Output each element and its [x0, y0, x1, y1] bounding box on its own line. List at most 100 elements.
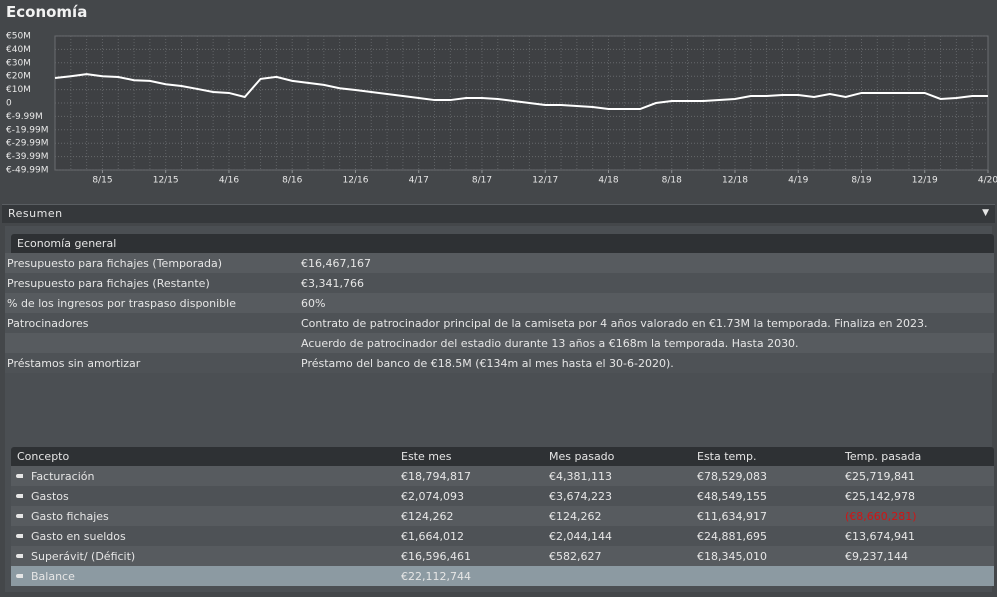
- info-label: Préstamos sin amortizar: [7, 357, 141, 370]
- row-label: Superávit/ (Déficit): [31, 550, 136, 563]
- row-label: Gastos: [31, 490, 69, 503]
- group-title: Economía general: [17, 237, 117, 250]
- table-row: Balance €22,112,744: [11, 566, 994, 586]
- x-tick-label: 12/19: [912, 176, 938, 186]
- section-title: Resumen: [8, 207, 63, 220]
- table-cell: €9,237,144: [845, 550, 908, 563]
- table-header: Concepto Este mes Mes pasado Esta temp. Temp…: [11, 447, 994, 466]
- info-row: % de los ingresos por traspaso disponibl…: [5, 293, 994, 313]
- row-icon: [16, 574, 23, 578]
- x-tick-label: 12/17: [532, 176, 558, 186]
- table-cell: (€8,660,281): [845, 510, 917, 523]
- table-row: Gasto fichajes €124,262 €124,262 €11,634,91…: [11, 506, 994, 526]
- table-cell: €3,674,223: [549, 490, 612, 503]
- table-cell: €2,074,093: [401, 490, 464, 503]
- x-tick-label: 12/16: [342, 176, 368, 186]
- table-cell: €78,529,083: [697, 470, 767, 483]
- table-cell: €22,112,744: [401, 570, 471, 583]
- table-row: Facturación €18,794,817 €4,381,113 €78,529,…: [11, 466, 994, 486]
- summary-panel: Economía general Presupuesto para fichaje…: [5, 226, 994, 592]
- info-label: Presupuesto para fichajes (Restante): [7, 277, 210, 290]
- page-title: Economía: [6, 3, 88, 21]
- balance-line: [54, 73, 988, 111]
- table-cell: €13,674,941: [845, 530, 915, 543]
- info-value: Contrato de patrocinador principal de la…: [301, 317, 928, 330]
- info-row: Préstamos sin amortizar Préstamo del banc…: [5, 353, 994, 373]
- row-icon: [16, 534, 23, 538]
- general-group: Economía general Presupuesto para fichaje…: [5, 234, 994, 373]
- y-tick-label: €-9.99M: [6, 112, 43, 122]
- column-header: Mes pasado: [549, 450, 615, 463]
- info-value: €3,341,766: [301, 277, 364, 290]
- table-cell: €16,596,461: [401, 550, 471, 563]
- x-tick-label: 4/20: [978, 176, 997, 186]
- y-tick-label: 0: [6, 99, 12, 109]
- x-tick-label: 8/19: [851, 176, 871, 186]
- table-cell: €11,634,917: [697, 510, 767, 523]
- info-value: Acuerdo de patrocinador del estadio dura…: [301, 337, 799, 350]
- x-tick-label: 4/18: [598, 176, 618, 186]
- column-header: Esta temp.: [697, 450, 757, 463]
- column-header: Este mes: [401, 450, 452, 463]
- info-row: Presupuesto para fichajes (Restante) €3,3…: [5, 273, 994, 293]
- x-tick-label: 8/16: [282, 176, 302, 186]
- x-tick-label: 4/19: [788, 176, 808, 186]
- info-label: Patrocinadores: [7, 317, 89, 330]
- table-cell: €1,664,012: [401, 530, 464, 543]
- info-row: Acuerdo de patrocinador del estadio dura…: [5, 333, 994, 353]
- x-tick-label: 8/18: [662, 176, 682, 186]
- row-icon: [16, 474, 23, 478]
- x-tick-label: 4/17: [409, 176, 429, 186]
- row-icon: [16, 554, 23, 558]
- table-row: Superávit/ (Déficit) €16,596,461 €582,627 €…: [11, 546, 994, 566]
- y-tick-label: €-49.99M: [6, 166, 49, 176]
- x-tick-label: 12/18: [722, 176, 748, 186]
- info-value: Préstamo del banco de €18.5M (€134m al m…: [301, 357, 674, 370]
- table-cell: €25,719,841: [845, 470, 915, 483]
- column-header: Temp. pasada: [845, 450, 922, 463]
- table-row: Gasto en sueldos €1,664,012 €2,044,144 €24,…: [11, 526, 994, 546]
- info-value: 60%: [301, 297, 326, 310]
- y-tick-label: €50M: [6, 32, 31, 42]
- y-tick-label: €30M: [6, 58, 31, 68]
- y-tick-label: €10M: [6, 85, 31, 95]
- x-tick-label: 8/15: [92, 176, 112, 186]
- table-cell: €582,627: [549, 550, 602, 563]
- column-header: Concepto: [17, 450, 70, 463]
- row-label: Gasto en sueldos: [31, 530, 126, 543]
- x-tick-label: 4/16: [219, 176, 239, 186]
- y-tick-label: €-29.99M: [6, 139, 49, 149]
- info-value: €16,467,167: [301, 257, 371, 270]
- y-tick-label: €-19.99M: [6, 125, 49, 135]
- y-tick-label: €40M: [6, 45, 31, 55]
- table-cell: €2,044,144: [549, 530, 612, 543]
- y-tick-label: €-39.99M: [6, 152, 49, 162]
- row-label: Facturación: [31, 470, 95, 483]
- info-label: Presupuesto para fichajes (Temporada): [7, 257, 223, 270]
- table-cell: €124,262: [549, 510, 602, 523]
- table-cell: €24,881,695: [697, 530, 767, 543]
- row-icon: [16, 514, 23, 518]
- section-header[interactable]: Resumen ▼: [2, 204, 995, 223]
- table-cell: €18,345,010: [697, 550, 767, 563]
- row-label: Balance: [31, 570, 75, 583]
- table-row: Gastos €2,074,093 €3,674,223 €48,549,155 €25…: [11, 486, 994, 506]
- group-header: Economía general: [11, 234, 994, 253]
- table-cell: €124,262: [401, 510, 454, 523]
- chart: €50M €40M €30M €20M €10M 0 €-9.99M €-19.99M €-29…: [6, 32, 997, 186]
- table-cell: €48,549,155: [697, 490, 767, 503]
- y-tick-label: €20M: [6, 72, 31, 82]
- info-row: Presupuesto para fichajes (Temporada) €16…: [5, 253, 994, 273]
- row-icon: [16, 494, 23, 498]
- info-row: Patrocinadores Contrato de patrocinador p…: [5, 313, 994, 333]
- x-tick-label: 12/15: [153, 176, 179, 186]
- finance-table: Concepto Este mes Mes pasado Esta temp. Temp…: [11, 447, 994, 586]
- collapse-toggle[interactable]: ▼: [982, 208, 989, 218]
- table-cell: €4,381,113: [549, 470, 612, 483]
- table-cell: €25,142,978: [845, 490, 915, 503]
- row-label: Gasto fichajes: [31, 510, 109, 523]
- x-tick-label: 8/17: [472, 176, 492, 186]
- table-cell: €18,794,817: [401, 470, 471, 483]
- info-label: % de los ingresos por traspaso disponibl…: [7, 297, 236, 310]
